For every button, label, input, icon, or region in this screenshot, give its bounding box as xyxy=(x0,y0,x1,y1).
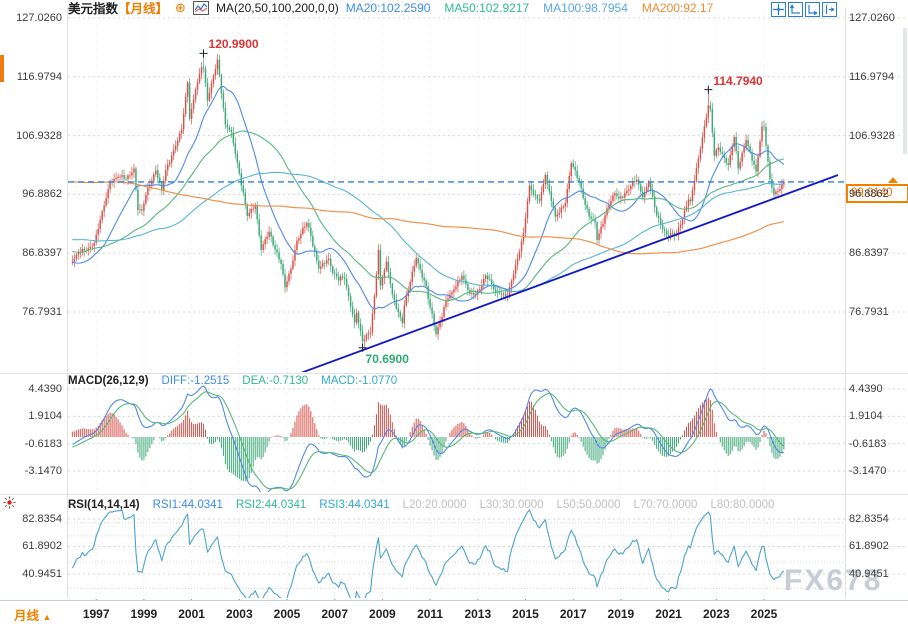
axis-label: -0.6183 xyxy=(24,437,62,450)
high-price-label-2022: 114.7940 xyxy=(713,73,763,88)
year-label-1997: 1997 xyxy=(82,607,110,621)
axis-label: 76.7931 xyxy=(849,305,889,318)
rsi1-value: RSI1:44.0341 xyxy=(152,499,223,511)
rsi-level-label-1: L30:30.0000 xyxy=(479,499,544,511)
axis-label: 86.8397 xyxy=(22,247,62,260)
year-label-2011: 2011 xyxy=(417,607,444,621)
axis-label: 116.9794 xyxy=(16,70,62,83)
year-label-2013: 2013 xyxy=(464,607,492,621)
ma-value-ma50: MA50:102.9217 xyxy=(444,0,530,15)
chart-header: 美元指数【月线】 ⊕ MA(20,50,100,200,0,0) MA20:10… xyxy=(68,0,714,16)
rsi-level-label-0: L20:20.0000 xyxy=(402,499,467,511)
chart-type-icon[interactable] xyxy=(192,0,209,15)
price-up-arrow-icon xyxy=(888,177,898,183)
ma-settings-label: MA(20,50,100,200,0,0) xyxy=(215,0,339,15)
axis-label: -3.1470 xyxy=(849,465,887,477)
year-label-2005: 2005 xyxy=(273,607,301,621)
axis-label: 76.7931 xyxy=(22,305,62,318)
diff-value: DIFF:-1.2515 xyxy=(161,375,230,387)
axis-label: 61.8902 xyxy=(849,540,889,553)
axis-label: 82.8354 xyxy=(849,513,889,525)
axis-label: 96.8862 xyxy=(22,188,62,201)
period-tag: 【月线】 xyxy=(118,2,169,16)
year-label-2009: 2009 xyxy=(369,607,396,621)
axis-label: 4.4390 xyxy=(28,383,62,395)
axis-label: 1.9104 xyxy=(849,410,883,423)
macd-header: MACD(26,12,9) DIFF:-1.2515 DEA:-0.7130 M… xyxy=(68,375,397,387)
rsi-level-label-3: L70:70.0000 xyxy=(633,499,698,511)
year-label-2001: 2001 xyxy=(178,607,205,621)
rsi-level-label-4: L80:80.0000 xyxy=(710,499,775,511)
current-price-tag: 99.0140 xyxy=(846,184,908,203)
axis-label: 116.9794 xyxy=(849,70,895,83)
year-label-2019: 2019 xyxy=(607,607,635,621)
axis-label: 40.9451 xyxy=(22,567,62,580)
rsi3-value: RSI3:44.0341 xyxy=(319,499,390,511)
rsi-title: RSI(14,14,14) xyxy=(68,499,140,511)
axis-label: 106.9328 xyxy=(849,129,895,142)
left-scroll-indicator xyxy=(0,55,4,82)
high-price-label-2001: 120.9900 xyxy=(208,37,259,52)
rsi-level-label-2: L50:50.0000 xyxy=(556,499,621,511)
symbol-title: 美元指数 xyxy=(68,2,119,16)
scale-left-axis-icon[interactable] xyxy=(788,2,803,17)
rsi-header: RSI(14,14,14) RSI1:44.0341 RSI2:44.0341 … xyxy=(68,499,774,511)
year-label-2025: 2025 xyxy=(750,607,778,621)
axis-label: -0.6183 xyxy=(849,437,887,450)
axis-label: 86.8397 xyxy=(849,247,889,260)
ma-values: MA20:102.2590 MA50:102.9217 MA100:98.7954 M… xyxy=(346,1,714,15)
period-selector-button[interactable]: 月线 ▲ xyxy=(0,604,61,624)
year-label-2003: 2003 xyxy=(225,607,253,621)
axis-label: 96.8862 xyxy=(849,188,889,201)
rsi2-value: RSI2:44.0341 xyxy=(235,499,307,511)
ma-value-ma20: MA20:102.2590 xyxy=(345,0,431,15)
rsi-level-labels: L20:20.0000 L30:30.0000 L50:50.0000 L70:70.… xyxy=(403,499,775,511)
dea-value: DEA:-0.7130 xyxy=(242,375,309,387)
year-label-2023: 2023 xyxy=(702,607,730,621)
watermark-logo: FX678 xyxy=(784,564,883,597)
time-axis-bar: 月线 ▲ 1997 1999 2001 2003 2005 2007 2009 2011 201… xyxy=(0,600,908,624)
macd-value: MACD:-1.0770 xyxy=(321,375,398,387)
axis-label: 1.9104 xyxy=(28,410,62,423)
axis-label: 4.4390 xyxy=(849,383,883,395)
year-label-1999: 1999 xyxy=(130,607,158,621)
axis-label: 82.8354 xyxy=(22,513,62,525)
chart-toolbar xyxy=(771,2,837,17)
chevron-up-icon: ▲ xyxy=(42,612,52,622)
axis-label: 106.9328 xyxy=(16,129,62,142)
ma-value-ma100: MA100:98.7954 xyxy=(543,0,628,15)
year-label-2007: 2007 xyxy=(321,607,349,621)
axis-label: 61.8902 xyxy=(22,540,62,553)
axis-label: 127.0260 xyxy=(849,12,895,24)
scale-right-axis-icon[interactable] xyxy=(805,2,820,17)
axis-label: -3.1470 xyxy=(24,465,62,477)
pan-right-icon[interactable] xyxy=(822,2,837,17)
year-label-2021: 2021 xyxy=(655,607,682,621)
ma-value-ma200: MA200:92.17 xyxy=(641,0,714,15)
year-label-2017: 2017 xyxy=(559,607,587,621)
year-label-2015: 2015 xyxy=(512,607,539,621)
crosshair-icon[interactable] xyxy=(771,2,786,17)
macd-title: MACD(26,12,9) xyxy=(68,375,149,387)
low-price-label-2008: 70.6900 xyxy=(365,351,409,366)
axis-label: 40.9451 xyxy=(849,567,889,580)
add-overlay-icon[interactable]: ⊕ xyxy=(175,0,186,15)
alert-sun-icon[interactable] xyxy=(3,496,16,509)
axis-label: 127.0260 xyxy=(16,12,62,24)
right-scrollbar[interactable] xyxy=(903,28,907,154)
